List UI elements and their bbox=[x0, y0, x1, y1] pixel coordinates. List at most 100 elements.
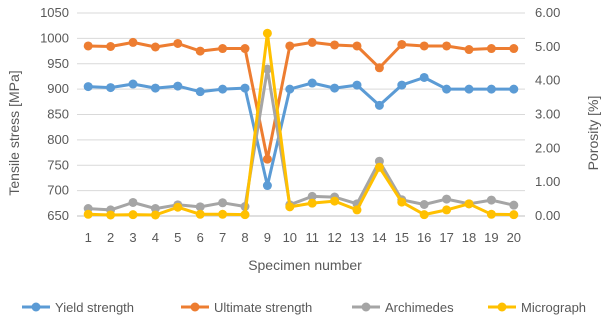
right-tick-label: 6.00 bbox=[535, 5, 560, 20]
right-tick-label: 2.00 bbox=[535, 140, 560, 155]
x-tick-label: 12 bbox=[327, 230, 341, 245]
micrograph-point bbox=[262, 28, 272, 38]
x-axis-title: Specimen number bbox=[248, 257, 362, 273]
y-axis-left-title: Tensile stress [MPa] bbox=[6, 70, 22, 195]
archimedes-point bbox=[509, 200, 519, 210]
archimedes-point bbox=[486, 195, 496, 205]
micrograph-point bbox=[486, 209, 496, 219]
right-tick-label: 4.00 bbox=[535, 73, 560, 88]
micrograph-point bbox=[150, 210, 160, 220]
yield-strength-point bbox=[419, 72, 429, 82]
archimedes-point bbox=[419, 199, 429, 209]
yield-strength-point bbox=[509, 84, 519, 94]
ultimate-strength-point bbox=[486, 44, 496, 54]
yield-strength-point bbox=[486, 84, 496, 94]
x-tick-label: 2 bbox=[107, 230, 114, 245]
ultimate-strength-point bbox=[128, 37, 138, 47]
left-tick-label: 1050 bbox=[40, 5, 69, 20]
ultimate-strength-point bbox=[397, 39, 407, 49]
x-tick-label: 11 bbox=[305, 230, 319, 245]
x-axis-ticks: 1 2 3 4 5 6 7 8 9 10 11 12 13 14 15 16 17 18 19 20 bbox=[85, 230, 521, 245]
archimedes-point bbox=[262, 64, 272, 74]
x-tick-label: 17 bbox=[439, 230, 453, 245]
left-tick-label: 1000 bbox=[40, 30, 69, 45]
x-tick-label: 18 bbox=[462, 230, 476, 245]
right-tick-label: 1.00 bbox=[535, 174, 560, 189]
archimedes-point bbox=[150, 204, 160, 214]
micrograph-point bbox=[106, 210, 116, 220]
ultimate-strength-point bbox=[285, 41, 295, 51]
micrograph-point bbox=[509, 210, 519, 220]
right-tick-label: 5.00 bbox=[535, 39, 560, 54]
ultimate-strength-point bbox=[307, 37, 317, 47]
yield-strength-point bbox=[464, 84, 474, 94]
legend: Yield strength Ultimate strength Archimede… bbox=[22, 300, 586, 315]
x-tick-label: 14 bbox=[372, 230, 386, 245]
left-tick-label: 900 bbox=[47, 81, 69, 96]
legend-marker-point bbox=[361, 302, 371, 312]
right-tick-label: 3.00 bbox=[535, 107, 560, 122]
micrograph-point bbox=[374, 162, 384, 172]
ultimate-strength-point bbox=[509, 44, 519, 54]
legend-marker-point bbox=[190, 302, 200, 312]
left-tick-label: 800 bbox=[47, 132, 69, 147]
micrograph-point bbox=[419, 210, 429, 220]
ultimate-strength-point bbox=[262, 154, 272, 164]
x-tick-label: 6 bbox=[197, 230, 204, 245]
yield-strength-point bbox=[262, 181, 272, 191]
legend-label: Yield strength bbox=[55, 300, 134, 315]
legend-label: Archimedes bbox=[385, 300, 454, 315]
archimedes-point bbox=[128, 197, 138, 207]
ultimate-strength-point bbox=[442, 41, 452, 51]
ultimate-strength-point bbox=[419, 41, 429, 51]
yield-strength-point bbox=[240, 83, 250, 93]
right-tick-label: 0.00 bbox=[535, 208, 560, 223]
micrograph-point bbox=[240, 210, 250, 220]
yield-strength-point bbox=[330, 83, 340, 93]
ultimate-strength-point bbox=[240, 44, 250, 54]
ultimate-strength-point bbox=[352, 41, 362, 51]
x-tick-label: 19 bbox=[484, 230, 498, 245]
yield-strength-line bbox=[88, 76, 514, 188]
x-tick-label: 1 bbox=[85, 230, 92, 245]
right-axis-ticks: 0.00 1.00 2.00 3.00 4.00 5.00 6.00 bbox=[535, 5, 560, 223]
micrograph-point bbox=[195, 209, 205, 219]
legend-label: Micrograph bbox=[521, 300, 586, 315]
left-axis-ticks: 650 700 750 800 850 900 950 1000 1050 bbox=[40, 5, 69, 223]
left-tick-label: 950 bbox=[47, 56, 69, 71]
yield-strength-point bbox=[285, 84, 295, 94]
yield-strength-point bbox=[397, 80, 407, 90]
micrograph-point bbox=[173, 202, 183, 212]
yield-strength-point bbox=[374, 100, 384, 110]
micrograph-point bbox=[285, 202, 295, 212]
yield-strength-point bbox=[195, 87, 205, 97]
micrograph-line bbox=[88, 31, 514, 217]
ultimate-strength-point bbox=[374, 63, 384, 73]
x-tick-label: 10 bbox=[283, 230, 297, 245]
ultimate-strength-point bbox=[83, 41, 93, 51]
micrograph-point bbox=[352, 205, 362, 215]
micrograph-point bbox=[83, 209, 93, 219]
legend-marker-point bbox=[497, 302, 507, 312]
micrograph-point bbox=[464, 199, 474, 209]
x-tick-label: 7 bbox=[219, 230, 226, 245]
legend-marker-point bbox=[31, 302, 41, 312]
yield-strength-point bbox=[218, 84, 228, 94]
archimedes-point bbox=[307, 191, 317, 201]
yield-strength-point bbox=[106, 83, 116, 93]
x-tick-label: 9 bbox=[264, 230, 271, 245]
yield-strength-point bbox=[128, 79, 138, 89]
x-tick-label: 16 bbox=[417, 230, 431, 245]
x-tick-label: 3 bbox=[129, 230, 136, 245]
ultimate-strength-point bbox=[464, 45, 474, 55]
left-tick-label: 700 bbox=[47, 183, 69, 198]
archimedes-point bbox=[442, 194, 452, 204]
ultimate-strength-point bbox=[195, 46, 205, 56]
ultimate-strength-point bbox=[106, 41, 116, 51]
ultimate-strength-point bbox=[150, 42, 160, 52]
micrograph-point bbox=[330, 196, 340, 206]
legend-label: Ultimate strength bbox=[214, 300, 312, 315]
ultimate-strength-point bbox=[173, 38, 183, 48]
left-tick-label: 850 bbox=[47, 107, 69, 122]
x-tick-label: 13 bbox=[350, 230, 364, 245]
